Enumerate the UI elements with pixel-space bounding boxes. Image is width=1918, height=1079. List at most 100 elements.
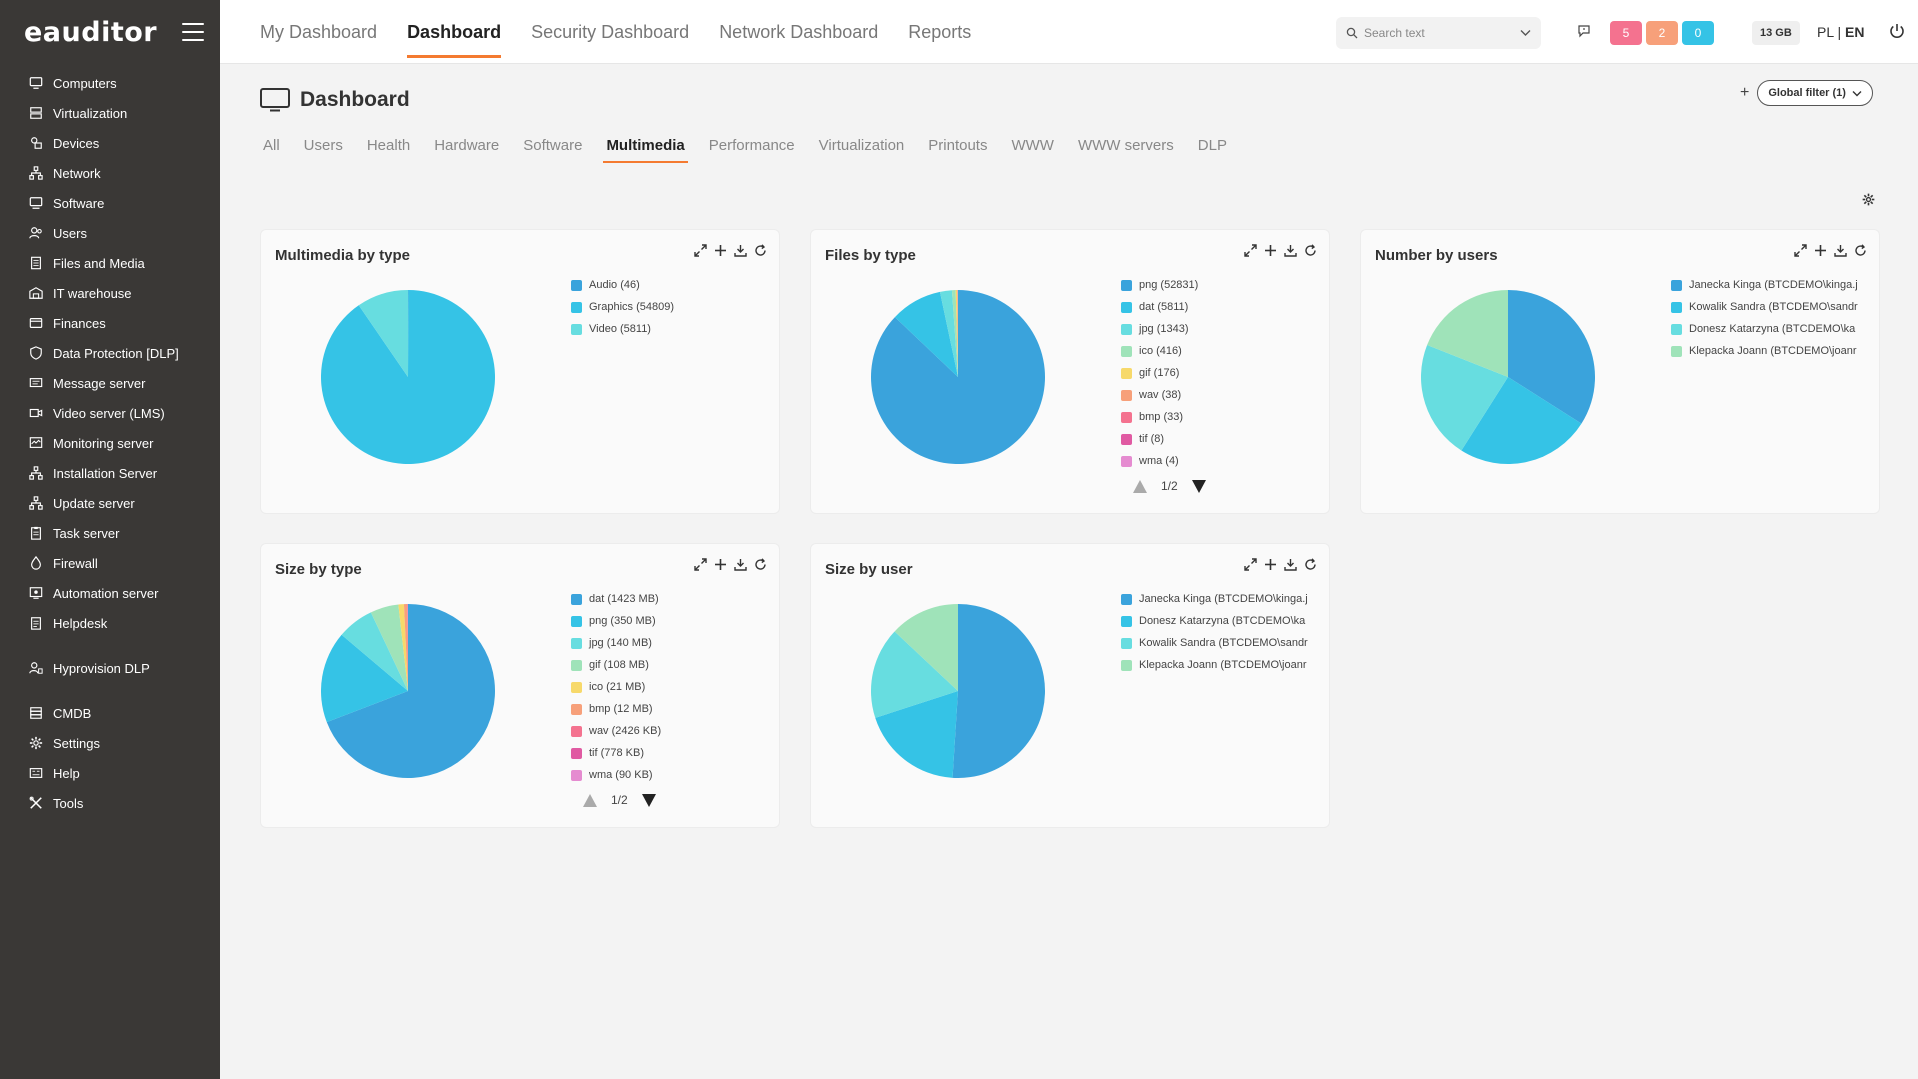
pie-slice-1[interactable] xyxy=(321,290,495,464)
legend-item[interactable]: Janecka Kinga (BTCDEMO\kinga.j xyxy=(1671,274,1871,296)
pie-slice-2[interactable] xyxy=(939,290,958,377)
pie-slice-3[interactable] xyxy=(951,290,958,377)
legend-item[interactable]: Video (5811) xyxy=(571,318,771,340)
plus-icon[interactable] xyxy=(1814,244,1827,257)
pie-slice-1[interactable] xyxy=(1461,377,1582,464)
sub-tab-hardware[interactable]: Hardware xyxy=(434,137,500,154)
sidebar-item-task-server[interactable]: Task server xyxy=(0,518,220,548)
pie-slice-4[interactable] xyxy=(955,290,958,377)
sidebar-item-help[interactable]: Help xyxy=(0,758,220,788)
lang-en[interactable]: EN xyxy=(1845,24,1865,40)
sub-tab-www[interactable]: WWW xyxy=(1011,137,1054,154)
pie-slice-2[interactable] xyxy=(871,631,958,718)
legend-item[interactable]: jpg (1343) xyxy=(1121,318,1321,340)
sidebar-item-data-protection-dlp[interactable]: Data Protection [DLP] xyxy=(0,338,220,368)
refresh-icon[interactable] xyxy=(1304,558,1317,571)
legend-item[interactable]: tif (8) xyxy=(1121,428,1321,450)
sidebar-item-devices[interactable]: Devices xyxy=(0,128,220,158)
sidebar-item-software[interactable]: Software xyxy=(0,188,220,218)
pie-slice-1[interactable] xyxy=(875,691,958,778)
legend-item[interactable]: Kowalik Sandra (BTCDEMO\sandr xyxy=(1121,632,1321,654)
legend-item[interactable]: dat (1423 MB) xyxy=(571,588,771,610)
gear-icon[interactable] xyxy=(1862,193,1875,206)
legend-item[interactable]: png (350 MB) xyxy=(571,610,771,632)
pie-slice-6[interactable] xyxy=(407,604,408,691)
sidebar-item-users[interactable]: Users xyxy=(0,218,220,248)
sidebar-item-installation-server[interactable]: Installation Server xyxy=(0,458,220,488)
alert-badge[interactable]: 5 xyxy=(1610,21,1642,45)
alert-badge[interactable]: 0 xyxy=(1682,21,1714,45)
sub-tab-all[interactable]: All xyxy=(263,137,280,154)
sidebar-item-settings[interactable]: Settings xyxy=(0,728,220,758)
sub-tab-multimedia[interactable]: Multimedia xyxy=(603,137,689,167)
sub-tab-printouts[interactable]: Printouts xyxy=(928,137,988,154)
sidebar-item-finances[interactable]: Finances xyxy=(0,308,220,338)
pie-slice-1[interactable] xyxy=(894,291,958,377)
legend-item[interactable]: ico (416) xyxy=(1121,340,1321,362)
legend-item[interactable]: jpg (140 MB) xyxy=(571,632,771,654)
pie-slice-3[interactable] xyxy=(894,604,958,691)
legend-item[interactable]: Donesz Katarzyna (BTCDEMO\ka xyxy=(1121,610,1321,632)
pager-down-icon[interactable] xyxy=(1191,479,1206,493)
sidebar-item-virtualization[interactable]: Virtualization xyxy=(0,98,220,128)
sidebar-item-automation-server[interactable]: Automation server xyxy=(0,578,220,608)
legend-item[interactable]: Graphics (54809) xyxy=(571,296,771,318)
legend-item[interactable]: png (52831) xyxy=(1121,274,1321,296)
alert-badge[interactable]: 2 xyxy=(1646,21,1678,45)
sidebar-item-tools[interactable]: Tools xyxy=(0,788,220,818)
legend-item[interactable]: Donesz Katarzyna (BTCDEMO\ka xyxy=(1671,318,1871,340)
expand-icon[interactable] xyxy=(694,244,707,257)
lang-pl[interactable]: PL xyxy=(1817,24,1834,40)
plus-icon[interactable] xyxy=(714,244,727,257)
legend-item[interactable]: wma (90 KB) xyxy=(571,764,771,786)
legend-item[interactable]: Janecka Kinga (BTCDEMO\kinga.j xyxy=(1121,588,1321,610)
sidebar-item-helpdesk[interactable]: Helpdesk xyxy=(0,608,220,638)
pie-slice-3[interactable] xyxy=(370,604,408,691)
sidebar-item-files-and-media[interactable]: Files and Media xyxy=(0,248,220,278)
refresh-icon[interactable] xyxy=(1304,244,1317,257)
sidebar-item-monitoring-server[interactable]: Monitoring server xyxy=(0,428,220,458)
legend-item[interactable]: ico (21 MB) xyxy=(571,676,771,698)
pie-slice-0[interactable] xyxy=(952,604,1045,778)
legend-item[interactable]: gif (108 MB) xyxy=(571,654,771,676)
menu-toggle-icon[interactable] xyxy=(182,23,204,41)
global-filter-button[interactable]: Global filter (1) xyxy=(1757,80,1873,106)
search-input[interactable]: Search text xyxy=(1336,17,1541,49)
legend-item[interactable]: bmp (12 MB) xyxy=(571,698,771,720)
pie-slice-1[interactable] xyxy=(321,634,408,723)
expand-icon[interactable] xyxy=(1244,558,1257,571)
tab-my-dashboard[interactable]: My Dashboard xyxy=(260,21,378,42)
tab-network-dashboard[interactable]: Network Dashboard xyxy=(719,21,879,42)
sidebar-item-cmdb[interactable]: CMDB xyxy=(0,698,220,728)
sub-tab-www-servers[interactable]: WWW servers xyxy=(1077,137,1174,154)
sidebar-item-computers[interactable]: Computers xyxy=(0,68,220,98)
legend-item[interactable]: Klepacka Joann (BTCDEMO\joanr xyxy=(1671,340,1871,362)
legend-item[interactable]: Klepacka Joann (BTCDEMO\joanr xyxy=(1121,654,1321,676)
download-icon[interactable] xyxy=(1284,244,1297,257)
download-icon[interactable] xyxy=(1834,244,1847,257)
legend-item[interactable]: Audio (46) xyxy=(571,274,771,296)
power-icon[interactable] xyxy=(1888,22,1906,40)
expand-icon[interactable] xyxy=(694,558,707,571)
legend-item[interactable]: bmp (33) xyxy=(1121,406,1321,428)
sub-tab-software[interactable]: Software xyxy=(523,137,583,154)
sidebar-item-message-server[interactable]: Message server xyxy=(0,368,220,398)
sub-tab-virtualization[interactable]: Virtualization xyxy=(818,137,905,154)
legend-item[interactable]: Kowalik Sandra (BTCDEMO\sandr xyxy=(1671,296,1871,318)
tab-security-dashboard[interactable]: Security Dashboard xyxy=(531,21,690,42)
legend-item[interactable]: wma (4) xyxy=(1121,450,1321,472)
expand-icon[interactable] xyxy=(1244,244,1257,257)
pager-up-icon[interactable] xyxy=(1133,479,1147,493)
pie-slice-3[interactable] xyxy=(1427,290,1508,377)
add-filter-button[interactable]: + xyxy=(1740,84,1750,101)
chevron-down-icon[interactable] xyxy=(1520,29,1531,37)
pager-down-icon[interactable] xyxy=(641,793,656,807)
chat-icon[interactable] xyxy=(1577,24,1591,38)
pie-slice-0[interactable] xyxy=(1508,290,1595,424)
refresh-icon[interactable] xyxy=(754,558,767,571)
plus-icon[interactable] xyxy=(1264,558,1277,571)
sidebar-item-hyprovision-dlp[interactable]: Hyprovision DLP xyxy=(0,653,220,683)
legend-item[interactable]: dat (5811) xyxy=(1121,296,1321,318)
plus-icon[interactable] xyxy=(1264,244,1277,257)
tab-dashboard[interactable]: Dashboard xyxy=(407,0,502,64)
